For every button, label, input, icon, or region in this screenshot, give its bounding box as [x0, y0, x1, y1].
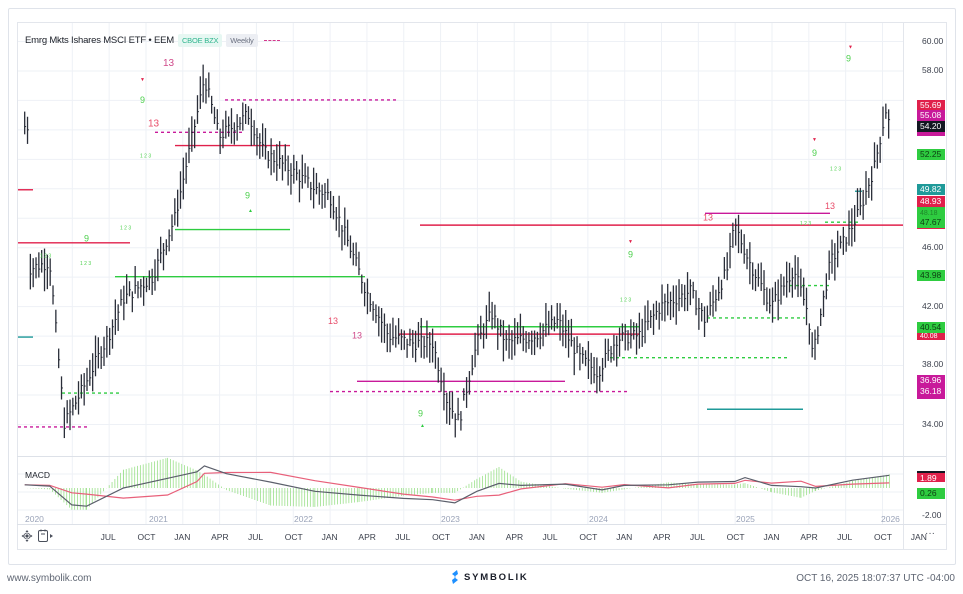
instrument-title[interactable]: Emrg Mkts Ishares MSCI ETF • EEM	[25, 35, 174, 46]
month-label: APR	[358, 532, 376, 542]
month-label: APR	[800, 532, 818, 542]
price-label-magenta-strip	[917, 132, 945, 136]
month-label: JAN	[468, 532, 485, 542]
month-label: OCT	[284, 532, 303, 542]
month-label: JUL	[542, 532, 558, 542]
month-label: OCT	[579, 532, 598, 542]
month-label: APR	[653, 532, 671, 542]
month-label: APR	[211, 532, 229, 542]
year-label: 2023	[441, 514, 460, 524]
svg-text:9: 9	[846, 54, 851, 64]
year-label: 2020	[25, 514, 44, 524]
brand-name: SYMBOLIK	[464, 571, 529, 583]
year-label: 2026	[881, 514, 900, 524]
legend-dash-icon	[263, 40, 280, 41]
month-label: OCT	[726, 532, 745, 542]
price-label-last: 54.20	[917, 121, 945, 132]
month-label: JAN	[174, 532, 191, 542]
svg-text:▲: ▲	[248, 208, 253, 214]
month-label: JUL	[837, 532, 853, 542]
svg-text:▼: ▼	[628, 239, 633, 245]
month-label: APR	[505, 532, 524, 542]
price-label-magenta: 36.96 36.18	[917, 375, 945, 399]
svg-text:▼: ▼	[812, 137, 817, 143]
svg-text:1 2 3: 1 2 3	[80, 261, 91, 267]
price-tick: 34.00	[922, 419, 944, 429]
macd-label[interactable]: MACD	[25, 470, 51, 480]
svg-text:1 2 3: 1 2 3	[830, 167, 841, 173]
svg-text:13: 13	[703, 213, 713, 223]
brand-logo: SYMBOLIK	[451, 570, 529, 584]
price-tick: 58.00	[922, 65, 944, 75]
month-label: JAN	[910, 532, 927, 542]
macd-tick: -2.00	[922, 510, 942, 520]
year-label: 2021	[149, 514, 168, 524]
price-label-support: 48.18 47.67	[917, 207, 945, 229]
month-label: JAN	[763, 532, 780, 542]
footer-timestamp: OCT 16, 2025 18:07:37 UTC -04:00	[796, 573, 955, 584]
svg-text:▼: ▼	[848, 44, 853, 50]
price-label-support: 52.25	[917, 149, 945, 160]
price-label-resistance: 40.08	[917, 333, 945, 340]
svg-text:1 2 3: 1 2 3	[120, 226, 131, 232]
price-tick: 38.00	[922, 359, 944, 369]
month-label: OCT	[137, 532, 156, 542]
price-label-magenta: 55.08	[917, 110, 945, 121]
svg-text:13: 13	[163, 58, 175, 69]
price-label-support: 43.98	[917, 270, 945, 281]
macd-label-hist: 0.26	[917, 488, 945, 499]
price-label-teal: 49.82	[917, 184, 945, 195]
svg-text:13: 13	[825, 201, 835, 211]
month-label: JAN	[321, 532, 338, 542]
svg-text:1 2 3: 1 2 3	[140, 153, 151, 159]
year-label: 2024	[589, 514, 608, 524]
month-label: JUL	[100, 532, 116, 542]
svg-text:13: 13	[352, 331, 362, 341]
month-label: JAN	[616, 532, 633, 542]
svg-text:9: 9	[140, 95, 145, 105]
svg-text:1 2 3: 1 2 3	[620, 298, 631, 304]
svg-text:9: 9	[84, 233, 89, 243]
svg-text:13: 13	[328, 316, 338, 326]
year-label: 2022	[294, 514, 313, 524]
month-label: JUL	[689, 532, 705, 542]
month-label: JUL	[247, 532, 264, 542]
month-label: JUL	[395, 532, 411, 542]
year-label: 2025	[736, 514, 755, 524]
more-options-button[interactable]: ···	[925, 528, 935, 539]
svg-text:13: 13	[148, 118, 160, 129]
symbolik-logo-icon	[452, 570, 458, 584]
svg-text:▲: ▲	[420, 423, 425, 429]
svg-text:1 2 3: 1 2 3	[40, 254, 51, 260]
month-label: OCT	[873, 532, 892, 542]
price-tick: 42.00	[922, 301, 944, 311]
svg-text:▼: ▼	[140, 77, 145, 83]
price-label-support: 40.54	[917, 322, 945, 333]
interval-badge[interactable]: Weekly	[226, 34, 258, 47]
macd-label-value: 1.89	[917, 471, 945, 483]
svg-text:9: 9	[628, 250, 633, 260]
price-label-resistance: 48.93	[917, 196, 945, 207]
price-tick: 60.00	[922, 36, 944, 46]
price-tick: 46.00	[922, 242, 944, 252]
exchange-badge: CBOE BZX	[177, 34, 223, 47]
svg-text:9: 9	[812, 148, 817, 158]
month-label: OCT	[432, 532, 451, 542]
price-label-resistance: 55.69	[917, 100, 945, 111]
svg-text:9: 9	[245, 191, 250, 201]
chart-legend: Emrg Mkts Ishares MSCI ETF • EEM CBOE BZ…	[25, 34, 280, 47]
footer-url[interactable]: www.symbolik.com	[7, 573, 92, 584]
move-icon[interactable]	[21, 529, 33, 546]
calendar-icon[interactable]	[38, 529, 54, 546]
svg-text:9: 9	[418, 409, 423, 419]
svg-text:1 2 3: 1 2 3	[800, 221, 811, 227]
